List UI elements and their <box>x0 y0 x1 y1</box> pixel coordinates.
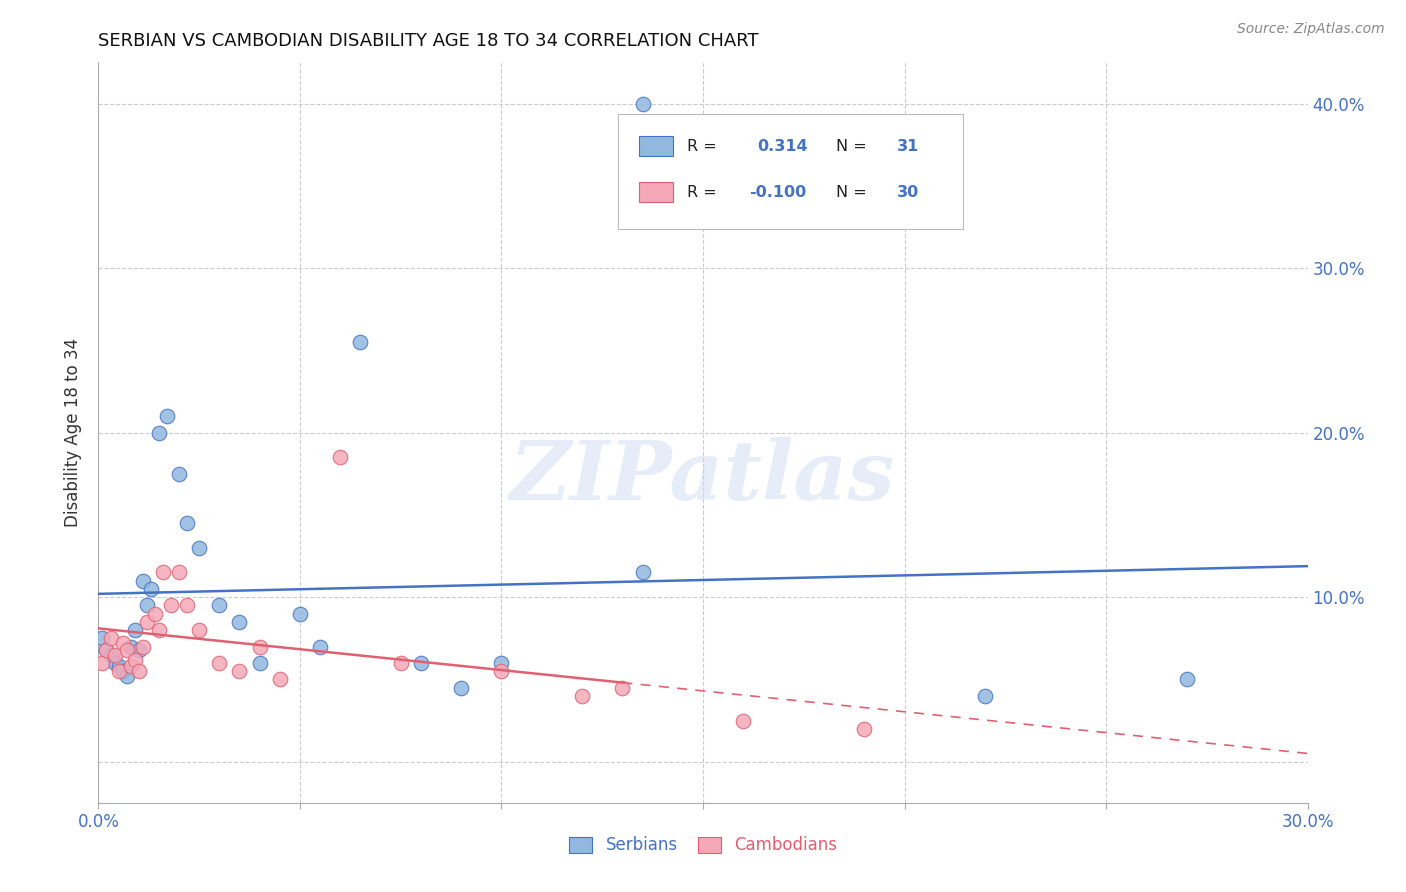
Text: -0.100: -0.100 <box>749 185 806 200</box>
FancyBboxPatch shape <box>638 136 673 156</box>
Point <box>135 599 157 613</box>
Point <box>91 632 114 646</box>
Point <box>208 599 231 613</box>
Point <box>631 566 654 580</box>
Point <box>124 653 146 667</box>
Point <box>128 642 150 657</box>
Legend: Serbians, Cambodians: Serbians, Cambodians <box>562 830 844 861</box>
Point <box>249 640 271 654</box>
Point <box>1175 673 1198 687</box>
Point <box>571 689 593 703</box>
Point <box>139 582 162 596</box>
Point <box>152 566 174 580</box>
Point <box>120 640 142 654</box>
Point <box>167 467 190 481</box>
Point <box>111 636 134 650</box>
Point <box>349 335 371 350</box>
Point <box>160 599 183 613</box>
Point <box>115 642 138 657</box>
Y-axis label: Disability Age 18 to 34: Disability Age 18 to 34 <box>65 338 83 527</box>
Point <box>148 425 170 440</box>
Point <box>91 656 114 670</box>
Point <box>249 656 271 670</box>
Text: N =: N = <box>837 138 866 153</box>
Point <box>974 689 997 703</box>
Point <box>115 669 138 683</box>
Point <box>120 659 142 673</box>
Point <box>124 623 146 637</box>
Point <box>135 615 157 629</box>
Point <box>143 607 166 621</box>
Point <box>96 642 118 657</box>
Point <box>269 673 291 687</box>
FancyBboxPatch shape <box>619 114 963 229</box>
Point <box>491 664 513 678</box>
Point <box>107 664 129 678</box>
Point <box>389 656 412 670</box>
Point <box>853 722 876 736</box>
Point <box>156 409 179 424</box>
Point <box>450 681 472 695</box>
Point <box>132 640 155 654</box>
Text: 31: 31 <box>897 138 918 153</box>
Text: 30: 30 <box>897 185 918 200</box>
Point <box>733 714 755 728</box>
Point <box>188 541 211 555</box>
Text: 0.314: 0.314 <box>758 138 808 153</box>
FancyBboxPatch shape <box>638 182 673 202</box>
Point <box>132 574 155 588</box>
Point <box>188 623 211 637</box>
Point <box>176 516 198 530</box>
Point <box>128 664 150 678</box>
Point <box>409 656 432 670</box>
Point <box>228 664 250 678</box>
Point <box>288 607 311 621</box>
Point <box>148 623 170 637</box>
Point <box>100 648 122 662</box>
Point <box>100 632 122 646</box>
Text: SERBIAN VS CAMBODIAN DISABILITY AGE 18 TO 34 CORRELATION CHART: SERBIAN VS CAMBODIAN DISABILITY AGE 18 T… <box>98 32 759 50</box>
Point <box>631 96 654 111</box>
Point <box>208 656 231 670</box>
Point <box>491 656 513 670</box>
Point <box>309 640 332 654</box>
Text: R =: R = <box>688 138 717 153</box>
Text: N =: N = <box>837 185 866 200</box>
Text: Source: ZipAtlas.com: Source: ZipAtlas.com <box>1237 22 1385 37</box>
Point <box>612 681 634 695</box>
Point <box>103 656 125 670</box>
Point <box>107 659 129 673</box>
Point <box>176 599 198 613</box>
Text: ZIPatlas: ZIPatlas <box>510 437 896 517</box>
Point <box>167 566 190 580</box>
Point <box>329 450 352 465</box>
Point <box>103 648 125 662</box>
Point <box>111 664 134 678</box>
Point <box>96 642 118 657</box>
Text: R =: R = <box>688 185 717 200</box>
Point <box>228 615 250 629</box>
